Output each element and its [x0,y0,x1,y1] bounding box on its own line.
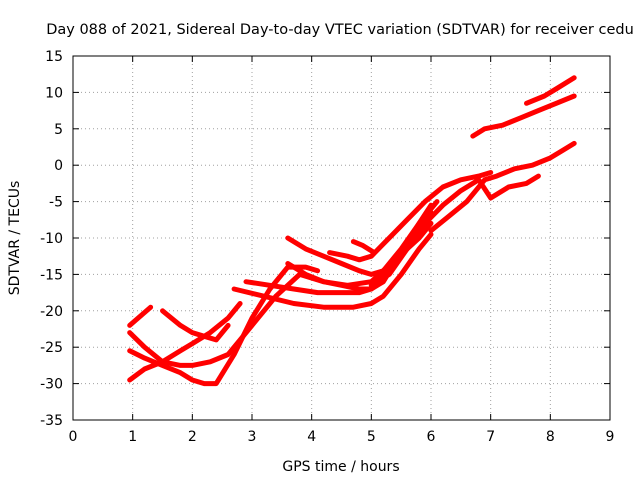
y-axis-label: SDTVAR / TECUs [7,181,23,296]
series-arc-1 [127,304,154,328]
series-arc-13 [428,140,577,234]
x-tick-label: 7 [486,429,495,445]
series-arc-3 [160,308,231,343]
y-tick-label: -35 [40,413,63,429]
series-arc-14 [470,93,577,139]
x-tick-label: 3 [248,429,257,445]
y-tick-label: 5 [54,122,63,138]
y-tick-label: 0 [54,158,63,174]
y-tick-label: 10 [45,85,63,101]
y-tick-label: -10 [40,231,63,247]
series-arc-12 [368,173,541,288]
y-tick-label: -5 [49,195,63,211]
y-tick-label: -20 [40,304,63,320]
y-tick-label: 15 [45,49,63,65]
x-tick-label: 9 [606,429,615,445]
chart-title: Day 088 of 2021, Sidereal Day-to-day VTE… [46,22,634,38]
grid [73,56,610,420]
x-axis-label: GPS time / hours [282,459,399,475]
data-series-group [127,75,577,387]
x-tick-label: 5 [367,429,376,445]
series-arc-6 [231,231,434,310]
x-tick-label: 1 [128,429,137,445]
y-tick-label: -30 [40,377,63,393]
y-tick-label: -15 [40,267,63,283]
series-arc-11 [350,239,377,256]
y-tick-label: -25 [40,340,63,356]
x-tick-label: 0 [69,429,78,445]
series-arc-9 [285,202,434,277]
x-tick-label: 2 [188,429,197,445]
x-tick-label: 8 [546,429,555,445]
series-arc-10 [327,170,494,263]
series-arc-15 [524,75,577,106]
series-arc-5 [127,264,321,387]
x-tick-label: 6 [427,429,436,445]
series-arc-2 [127,301,243,383]
x-tick-label: 4 [307,429,316,445]
ticks: 0 1 2 3 4 5 6 7 8 9 -35 -30 -25 -20 -15 -10 -5 0 5 10 15 [40,49,614,445]
